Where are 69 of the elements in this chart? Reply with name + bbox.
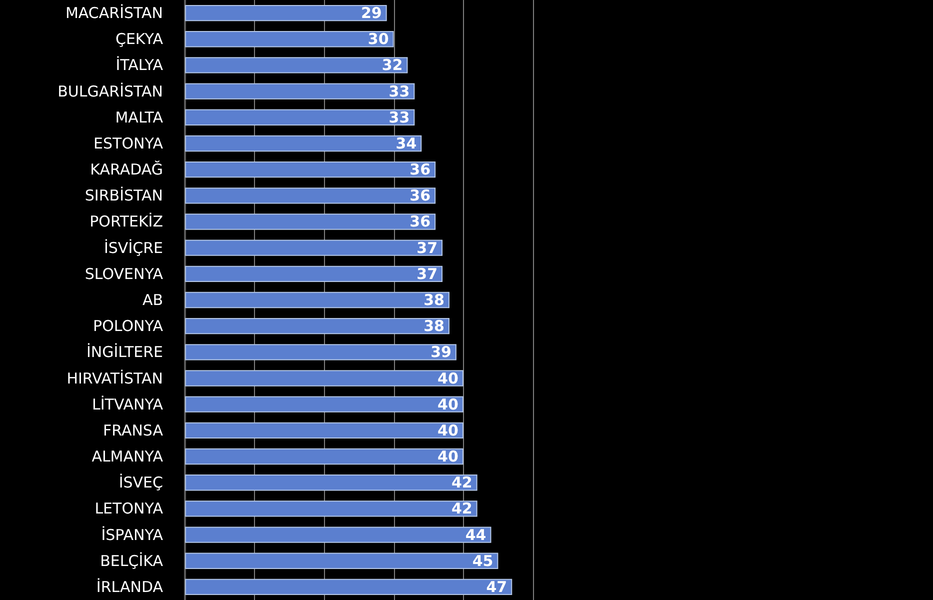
bar [185, 31, 394, 48]
y-tick-label: SIRBİSTAN [84, 186, 163, 205]
y-tick-label: FRANSA [103, 421, 164, 440]
bar [185, 552, 498, 569]
bar [185, 57, 408, 74]
data-label: 36 [410, 186, 431, 205]
bar [185, 344, 456, 360]
y-tick-label: İRLANDA [96, 578, 164, 596]
data-label: 42 [451, 500, 472, 518]
data-label: 42 [451, 474, 472, 492]
data-label: 30 [368, 30, 389, 48]
y-tick-label: MACARİSTAN [65, 4, 163, 22]
y-tick-label: LETONYA [94, 500, 164, 518]
bar [185, 188, 436, 204]
bar [185, 448, 464, 465]
data-label: 33 [388, 108, 410, 126]
bar [185, 370, 464, 386]
bar [185, 292, 450, 308]
bar [185, 109, 415, 126]
bar [185, 266, 443, 282]
bar [185, 396, 464, 412]
data-label: 40 [438, 369, 458, 388]
bar [185, 500, 478, 517]
y-tick-label: İNGİLTERE [86, 343, 163, 362]
data-label: 34 [396, 134, 417, 152]
bar [185, 83, 415, 100]
data-label: 36 [410, 212, 431, 231]
y-tick-label: MALTA [115, 108, 164, 126]
bar [185, 422, 464, 439]
y-tick-label: PORTEKİZ [90, 212, 163, 231]
data-label: 38 [424, 291, 444, 309]
y-tick-label: BELÇİKA [100, 552, 164, 570]
data-label: 45 [472, 552, 494, 570]
y-tick-label: SLOVENYA [84, 264, 164, 283]
data-label: 37 [416, 264, 438, 283]
y-tick-label: İSPANYA [101, 526, 164, 544]
data-label: 39 [430, 343, 452, 362]
y-tick-label: KARADAĞ [90, 160, 163, 179]
bar [185, 240, 443, 256]
bar [185, 4, 387, 22]
data-label: 40 [438, 395, 458, 414]
data-label: 33 [388, 82, 410, 100]
data-label: 37 [416, 238, 438, 257]
y-tick-label: LİTVANYA [92, 395, 164, 414]
y-tick-label: ALMANYA [92, 448, 164, 466]
bar [185, 474, 478, 491]
data-label: 47 [486, 578, 508, 596]
data-label: 32 [382, 56, 403, 74]
data-label: 38 [424, 317, 444, 336]
data-label: 29 [360, 4, 382, 22]
y-tick-label: İTALYA [116, 56, 164, 74]
bar [185, 214, 436, 230]
y-tick-label: ESTONYA [94, 134, 164, 152]
y-tick-label: İSVEÇ [118, 474, 163, 492]
bar [185, 161, 436, 178]
y-tick-label: ÇEKYA [115, 30, 164, 48]
data-label: 40 [438, 421, 458, 440]
bar [185, 526, 492, 543]
bar [185, 135, 422, 152]
bar [185, 578, 512, 596]
y-tick-label: İSVİÇRE [104, 238, 163, 257]
y-tick-label: BULGARİSTAN [58, 82, 163, 100]
data-label: 44 [465, 526, 486, 544]
y-tick-label: AB [142, 291, 163, 309]
data-label: 40 [438, 448, 458, 466]
y-tick-label: POLONYA [93, 317, 164, 336]
y-tick-label: HIRVATİSTAN [66, 369, 163, 388]
data-label: 36 [410, 160, 431, 179]
bar [185, 318, 450, 334]
